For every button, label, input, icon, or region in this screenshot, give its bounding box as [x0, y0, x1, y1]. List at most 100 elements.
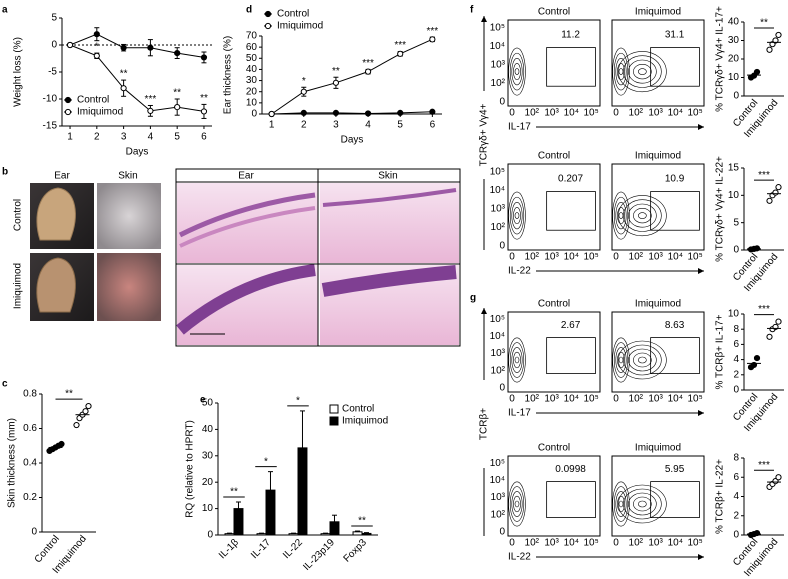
contour [633, 352, 652, 368]
contour [628, 348, 657, 372]
panel-label: e [200, 395, 206, 406]
contour [508, 47, 526, 96]
data-point [753, 529, 761, 537]
contour [511, 201, 523, 230]
y-tick-label: 0 [499, 527, 505, 538]
y-tick-label: 2 [733, 510, 739, 521]
x-tick-label: 5 [174, 132, 180, 143]
legend-label: Imiquimod [77, 107, 123, 118]
contour [623, 344, 662, 376]
significance-label: ** [358, 516, 366, 527]
x-tick-label: 10³ [648, 252, 663, 263]
y-tick-label: 0 [733, 530, 739, 541]
panel-label: c [2, 379, 8, 390]
y-tick-label: 0 [207, 530, 213, 541]
bar [288, 533, 299, 536]
contour [618, 484, 667, 524]
data-point [332, 79, 340, 86]
data-point [775, 474, 782, 481]
contour [511, 491, 523, 517]
data-point [93, 31, 100, 38]
skin-photo [97, 183, 161, 249]
contour [618, 68, 624, 75]
data-point [766, 197, 773, 204]
flow-plot-frame [507, 455, 601, 537]
bar [361, 532, 372, 536]
y-tick-label: 0 [31, 527, 37, 538]
contour [514, 212, 520, 219]
x-tick-label: 0 [613, 252, 619, 263]
y-tick-label: 10⁴ [490, 185, 505, 196]
data-point [775, 318, 782, 325]
photo-panel: Ear Skin Control Imiquimod [13, 171, 161, 321]
histology-column-title: Ear [238, 171, 254, 182]
panel-label: g [470, 293, 476, 304]
bar [224, 533, 235, 536]
y-axis-label: % TCRβ+ IL-17+ [715, 314, 726, 389]
x-tick-label: 3 [333, 120, 339, 131]
data-point [174, 104, 181, 111]
data-point [332, 109, 340, 116]
x-tick-label: 0 [509, 252, 515, 263]
contour [613, 52, 629, 91]
y-tick-label: 20 [202, 477, 214, 488]
y-tick-label: 50 [202, 398, 214, 409]
y-tick-label: 0.2 [23, 492, 37, 503]
y-tick-label: 0.4 [23, 458, 37, 469]
significance-label: *** [758, 304, 770, 315]
gate-frequency: 2.67 [561, 320, 581, 331]
data-point [364, 68, 372, 75]
contour [618, 500, 624, 508]
y-tick-label: 10⁴ [490, 331, 505, 342]
contour [513, 207, 521, 225]
legend-label: Imiquimod [277, 21, 323, 32]
contour [509, 486, 525, 522]
contour [623, 55, 662, 88]
x-tick-label: 0 [509, 108, 515, 119]
contour [633, 208, 652, 224]
data-point [775, 184, 782, 191]
x-tick-label: 10³ [544, 538, 559, 549]
gate-frequency: 10.9 [665, 173, 685, 184]
significance-label: *** [758, 170, 770, 181]
significance-label: * [95, 42, 99, 53]
significance-label: ** [120, 69, 128, 80]
legend-label: Imiquimod [342, 416, 388, 427]
contour [628, 492, 657, 516]
contour [613, 342, 629, 378]
contour [618, 195, 667, 237]
contour [508, 337, 526, 383]
contour [509, 196, 525, 235]
data-point [753, 354, 761, 362]
y-tick-label: 10³ [491, 60, 506, 71]
contour [513, 63, 521, 81]
contour [628, 59, 657, 84]
y-tick-label: 20 [246, 86, 258, 97]
y-axis-label: Weight loss (%) [13, 37, 24, 107]
photo-row-title: Control [13, 199, 24, 231]
panel-label: d [246, 5, 252, 16]
y-tick-label: 30 [246, 75, 258, 86]
data-point [268, 110, 275, 118]
data-point [397, 109, 404, 116]
contour [638, 500, 647, 508]
x-tick-label: IL-23p19 [301, 537, 337, 573]
x-tick-label: 10² [525, 252, 540, 263]
y-tick-label: 0 [733, 385, 739, 396]
x-tick-label: 10³ [648, 538, 663, 549]
y-tick-label: 10³ [491, 348, 506, 359]
significance-label: *** [758, 460, 770, 471]
y-tick-label: 2 [733, 369, 739, 380]
gate [650, 337, 700, 375]
y-axis-label: Skin thickness (mm) [7, 418, 18, 508]
significance-label: * [264, 456, 268, 467]
panel-label: b [2, 167, 8, 178]
x-tick-label: 10⁵ [687, 394, 702, 405]
contour [513, 495, 521, 513]
flow-y-label: TCRβ+ [479, 408, 490, 440]
series-line [69, 44, 205, 112]
significance-label: *** [427, 26, 439, 37]
y-tick-label: 4 [733, 354, 739, 365]
contour [633, 496, 652, 512]
y-tick-label: 40 [202, 424, 214, 435]
